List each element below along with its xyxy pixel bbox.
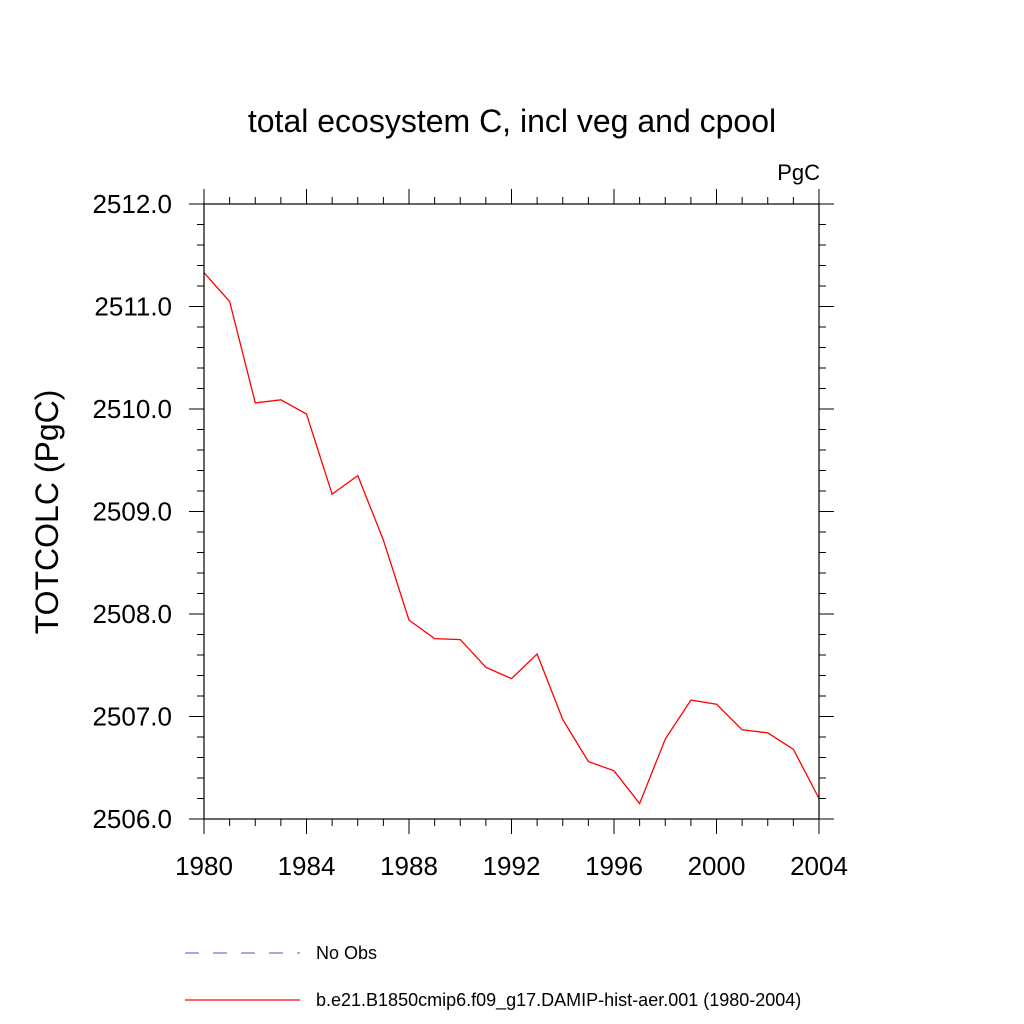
x-tick-label: 1988 (380, 851, 438, 881)
plot-series (203, 272, 820, 805)
axis-ticks (189, 189, 834, 834)
y-tick-label: 2506.0 (92, 804, 172, 834)
legend-label-model-run: b.e21.B1850cmip6.f09_g17.DAMIP-hist-aer.… (316, 990, 801, 1011)
plot-frame (203, 203, 820, 820)
x-tick-label: 1980 (175, 851, 233, 881)
y-tick-label: 2508.0 (92, 599, 172, 629)
x-tick-label: 1984 (278, 851, 336, 881)
x-tick-label: 1996 (585, 851, 643, 881)
chart-title: total ecosystem C, incl veg and cpool (248, 103, 776, 139)
y-tick-label: 2509.0 (92, 497, 172, 527)
y-tick-label: 2507.0 (92, 702, 172, 732)
units-label: PgC (777, 160, 820, 185)
y-tick-label: 2510.0 (92, 394, 172, 424)
legend-label-no-obs: No Obs (316, 943, 377, 963)
series-line (203, 272, 820, 805)
y-axis-label: TOTCOLC (PgC) (29, 390, 65, 635)
y-tick-label: 2512.0 (92, 189, 172, 219)
x-tick-label: 2000 (688, 851, 746, 881)
x-tick-label: 1992 (483, 851, 541, 881)
axis-tick-labels: 1980 1984 1988 1992 1996 2000 2004 2506.0 2507.0… (92, 189, 847, 881)
y-tick-label: 2511.0 (94, 292, 172, 322)
x-tick-label: 2004 (790, 851, 848, 881)
legend: No Obs b.e21.B1850cmip6.f09_g17.DAMIP-hi… (185, 943, 801, 1011)
